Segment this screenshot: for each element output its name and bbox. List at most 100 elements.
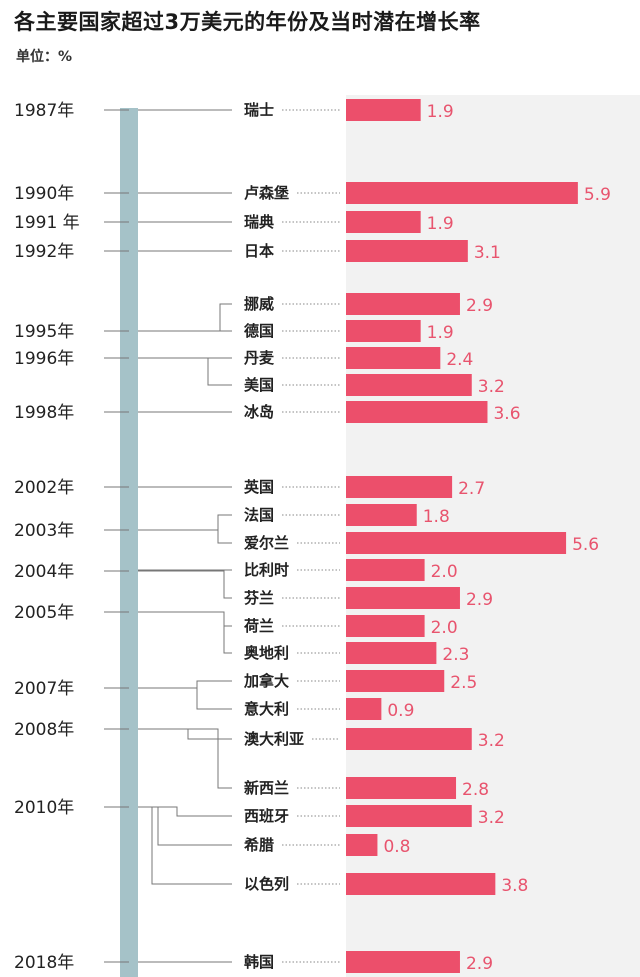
value-label: 3.2 — [478, 808, 505, 828]
value-label: 1.9 — [427, 214, 454, 234]
value-label: 3.2 — [478, 731, 505, 751]
country-label: 新西兰 — [244, 779, 289, 797]
country-label: 西班牙 — [244, 807, 289, 825]
year-label: 2018年 — [14, 953, 74, 973]
bar — [346, 240, 468, 262]
year-label: 1987年 — [14, 101, 74, 121]
bar — [346, 777, 457, 799]
unit-label: 单位：% — [16, 49, 73, 65]
connector-line — [138, 357, 232, 386]
bar — [346, 293, 460, 315]
connector-line — [138, 611, 232, 627]
year-label: 2008年 — [14, 720, 74, 740]
chart-title: 各主要国家超过3万美元的年份及当时潜在增长率 — [14, 10, 481, 34]
value-label: 3.8 — [501, 876, 528, 896]
country-label: 澳大利亚 — [244, 730, 304, 748]
year-label: 2004年 — [14, 562, 74, 582]
country-label: 芬兰 — [244, 589, 274, 607]
country-label: 英国 — [244, 478, 274, 496]
value-label: 5.9 — [584, 185, 611, 205]
connector-line — [138, 514, 232, 531]
bar — [346, 504, 417, 526]
country-label: 挪威 — [244, 295, 274, 313]
bar — [346, 347, 441, 369]
bar — [346, 374, 472, 396]
value-label: 2.9 — [466, 296, 493, 316]
bar — [346, 615, 425, 637]
bar — [346, 834, 378, 856]
country-label: 荷兰 — [244, 617, 274, 635]
year-label: 1995年 — [14, 322, 74, 342]
country-label: 意大利 — [244, 700, 289, 718]
value-label: 2.9 — [466, 954, 493, 974]
bar — [346, 698, 382, 720]
connector-line — [138, 570, 232, 599]
value-label: 0.8 — [383, 837, 410, 857]
bar — [346, 182, 578, 204]
connector-line — [138, 806, 232, 885]
country-label: 加拿大 — [243, 672, 289, 690]
country-label: 丹麦 — [244, 349, 275, 367]
bar — [346, 805, 472, 827]
year-label: 2002年 — [14, 478, 74, 498]
bar — [346, 728, 472, 750]
value-label: 2.5 — [450, 673, 477, 693]
country-label: 奥地利 — [244, 644, 289, 662]
country-label: 法国 — [244, 506, 274, 524]
bar — [346, 587, 460, 609]
country-label: 卢森堡 — [244, 184, 289, 202]
value-label: 2.9 — [466, 590, 493, 610]
year-label: 1998年 — [14, 403, 74, 423]
value-label: 2.0 — [431, 618, 458, 638]
year-label: 1992年 — [14, 242, 74, 262]
country-label: 比利时 — [244, 561, 289, 579]
bar — [346, 951, 460, 973]
bar — [346, 559, 425, 581]
country-label: 瑞典 — [244, 213, 274, 231]
bar — [346, 670, 445, 692]
value-label: 1.8 — [423, 507, 450, 527]
country-label: 瑞士 — [244, 101, 274, 119]
country-label: 美国 — [244, 376, 274, 394]
year-label: 2007年 — [14, 679, 74, 699]
bar — [346, 642, 437, 664]
year-label: 2003年 — [14, 521, 74, 541]
connector-line — [138, 611, 232, 654]
year-label: 1990年 — [14, 184, 74, 204]
value-label: 2.3 — [442, 645, 469, 665]
country-label: 希腊 — [244, 836, 274, 854]
country-label: 爱尔兰 — [244, 534, 289, 552]
country-label: 德国 — [244, 322, 274, 340]
country-label: 日本 — [244, 242, 274, 260]
value-label: 2.8 — [462, 780, 489, 800]
year-label: 1996年 — [14, 349, 74, 369]
value-label: 2.7 — [458, 479, 485, 499]
value-label: 2.4 — [446, 350, 473, 370]
country-label: 以色列 — [244, 875, 289, 893]
value-label: 3.6 — [493, 404, 520, 424]
value-label: 0.9 — [387, 701, 414, 721]
year-label: 1991 年 — [14, 213, 80, 233]
bar — [346, 211, 421, 233]
bar — [346, 532, 567, 554]
bar — [346, 99, 421, 121]
year-label: 2010年 — [14, 798, 74, 818]
bar — [346, 873, 496, 895]
connector-line — [138, 680, 232, 689]
connector-line — [138, 687, 232, 710]
bar — [346, 320, 421, 342]
country-label: 韩国 — [244, 953, 274, 971]
value-label: 1.9 — [427, 102, 454, 122]
value-label: 3.1 — [474, 243, 501, 263]
country-label: 冰岛 — [244, 403, 274, 421]
value-label: 3.2 — [478, 377, 505, 397]
timeline-spine — [120, 108, 138, 977]
value-label: 2.0 — [431, 562, 458, 582]
year-label: 2005年 — [14, 603, 74, 623]
value-label: 1.9 — [427, 323, 454, 343]
connector-line — [138, 303, 232, 332]
connector-line — [138, 529, 232, 544]
bar — [346, 401, 488, 423]
